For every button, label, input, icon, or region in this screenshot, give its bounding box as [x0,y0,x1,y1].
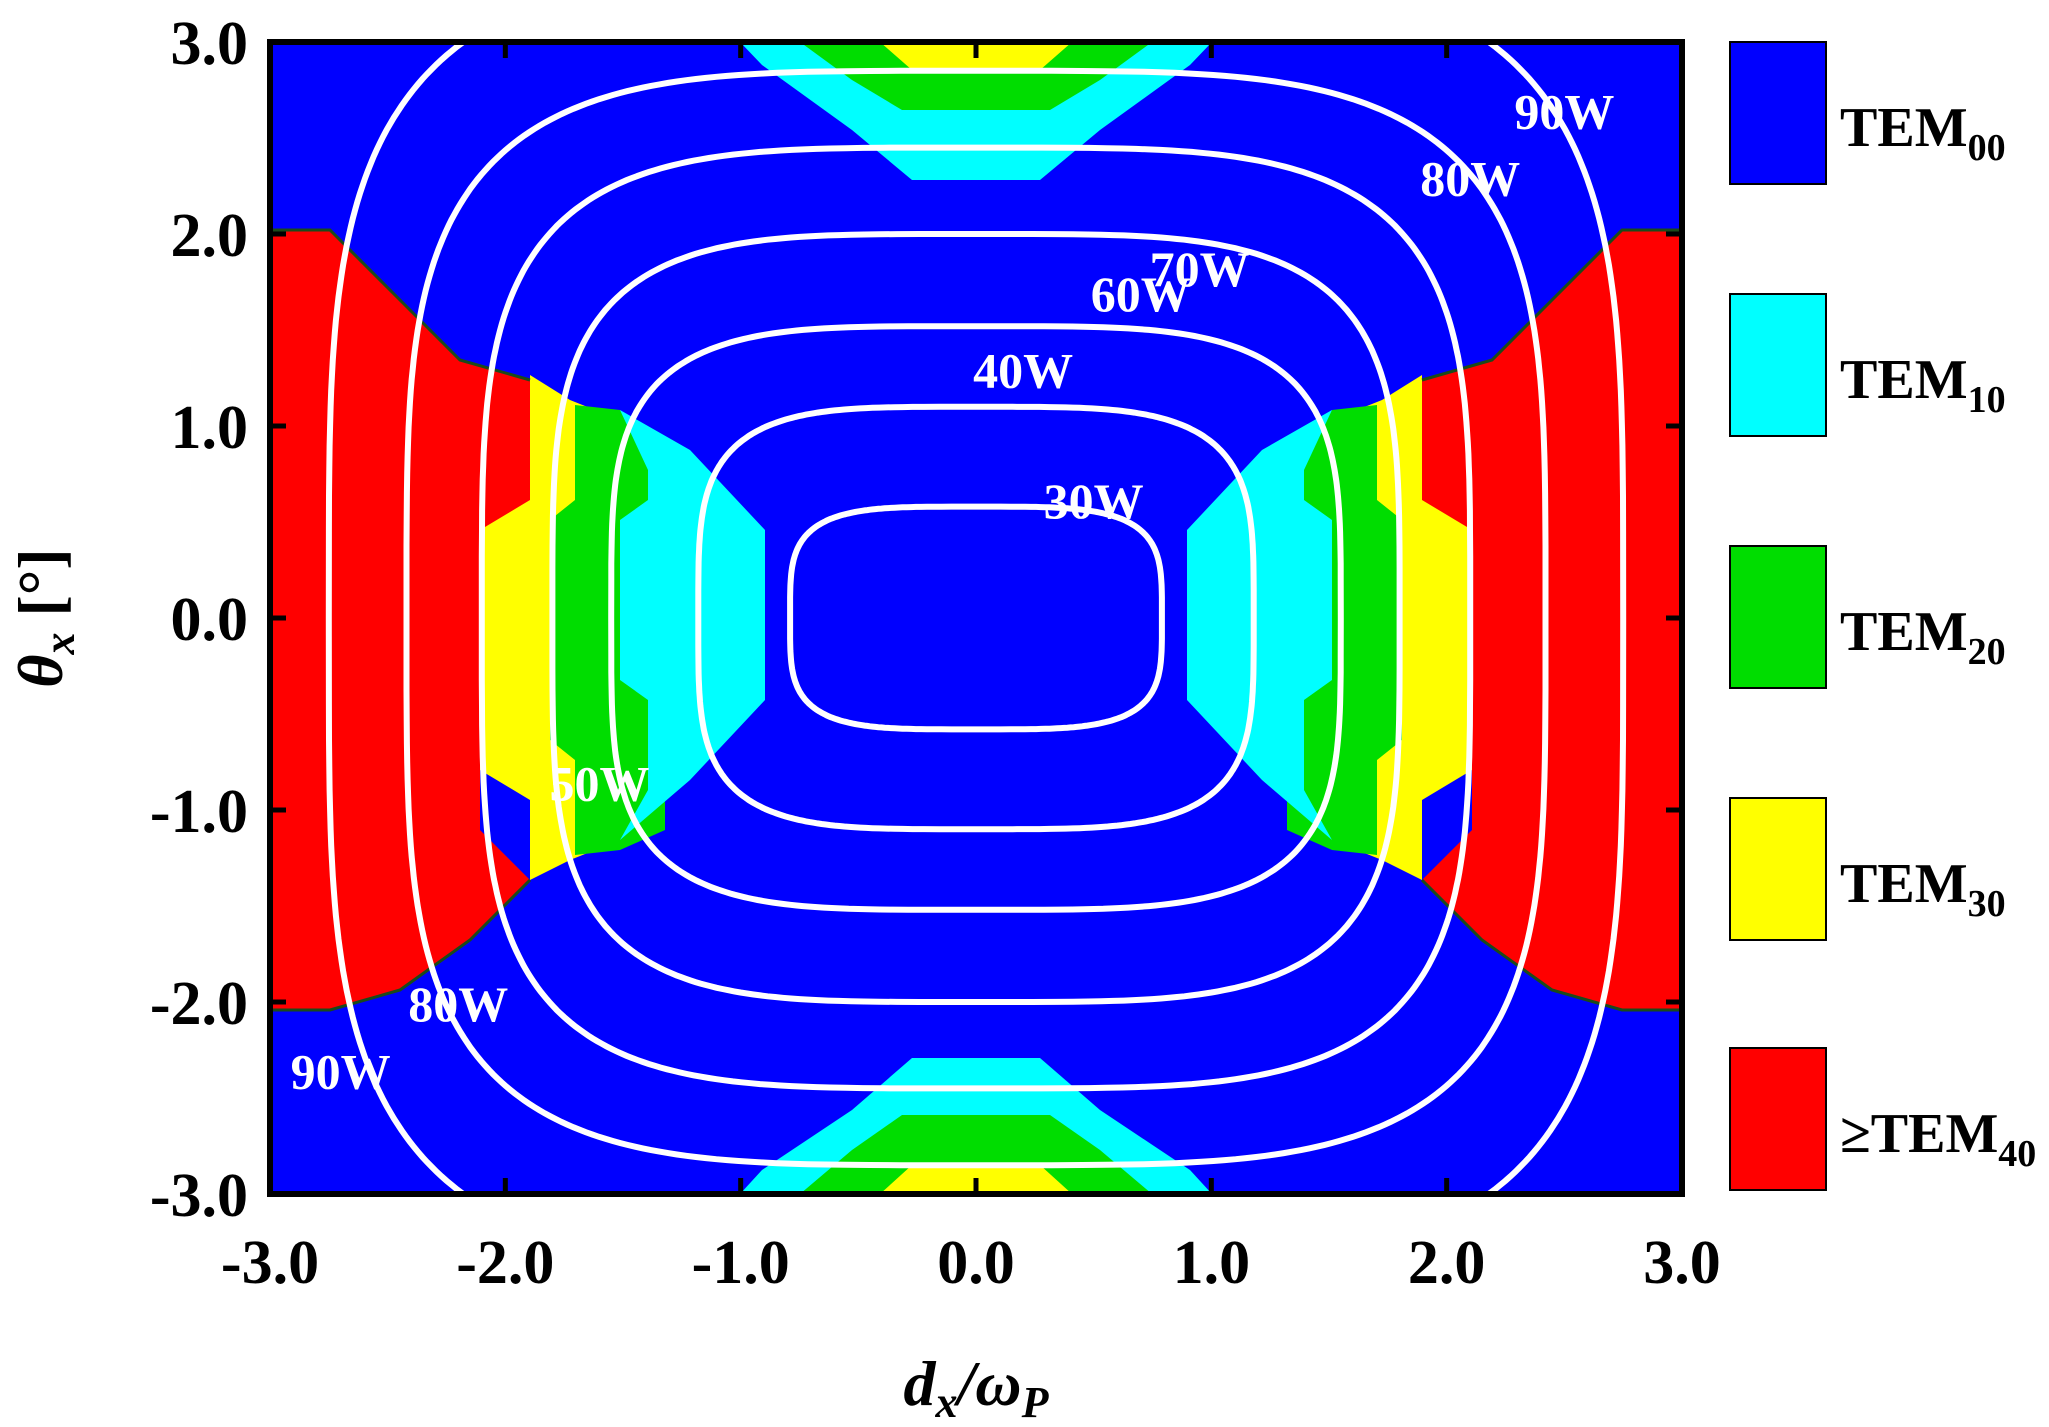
y-axis: 3.0 2.0 1.0 0.0 -1.0 -2.0 -3.0 [150,10,1682,1230]
contour-label-30W: 30W [1044,473,1144,529]
x-axis-label-main: d [904,1348,937,1419]
x-axis: -3.0 -2.0 -1.0 0.0 1.0 2.0 3.0 [221,42,1721,1297]
x-tick-label: 3.0 [1643,1229,1721,1297]
legend-label-≥TEM40: ≥TEM40 [1840,1103,2036,1175]
contour-label-70W: 70W [1150,241,1250,297]
y-axis-label: θx [°] [5,548,84,687]
x-tick-label: 0.0 [937,1229,1015,1297]
y-tick-label: -2.0 [150,970,248,1038]
y-tick-label: 1.0 [171,394,249,462]
y-axis-label-unit: [°] [5,548,76,632]
contour-line-70W [478,144,1474,1092]
legend-label-TEM10: TEM10 [1840,349,2006,421]
legend-label-TEM20: TEM20 [1840,601,2006,673]
contour-label-60W: 60W [1091,266,1191,322]
region-tem20-bottom [800,1115,1152,1194]
contour-line-40W [695,403,1257,833]
contour-line-90W [325,42,1627,1194]
contour-label-80W: 80W [1420,151,1520,207]
contour-lines [325,42,1627,1194]
y-tick-label: 0.0 [171,586,249,654]
y-axis-label-main: θ [5,655,76,688]
region-tem10-right [1187,410,1332,840]
legend-swatch-≥TEM40 [1729,1047,1827,1191]
legend: TEM00 TEM10 TEM20 TEM30 ≥TEM40 [1729,41,2036,1191]
region-tem40-left [270,230,530,1010]
x-axis-label: dx/ωP [904,1348,1050,1427]
legend-swatch-TEM00 [1729,41,1827,185]
contour-label-90W: 90W [291,1043,391,1099]
y-tick-label: 3.0 [171,10,249,78]
contour-line-60W [549,231,1403,1005]
x-tick-label: 2.0 [1408,1229,1486,1297]
x-axis-label-slash: /ω [954,1348,1022,1419]
y-tick-label: -3.0 [150,1162,248,1230]
contour-label-80W: 80W [408,976,508,1032]
x-axis-label-subscript-2: P [1021,1378,1050,1427]
y-tick-label: -1.0 [150,778,248,846]
contour-label-90W: 90W [1514,83,1614,139]
contour-line-30W [787,503,1165,733]
region-tem10-left [620,410,765,840]
y-tick-label: 2.0 [171,202,249,270]
legend-swatch-TEM10 [1729,293,1827,437]
legend-swatch-TEM30 [1729,797,1827,941]
region-tem40-right [1422,230,1682,1010]
x-tick-label: -1.0 [692,1229,790,1297]
x-axis-label-subscript: x [935,1378,958,1427]
region-boundaries [270,228,1682,1012]
contour-line-50W [608,323,1344,913]
contour-line-80W [403,67,1549,1169]
legend-swatch-TEM20 [1729,545,1827,689]
contour-label-40W: 40W [973,343,1073,399]
contour-label-50W: 50W [549,755,649,811]
legend-label-TEM00: TEM00 [1840,97,2006,169]
legend-label-TEM30: TEM30 [1840,853,2006,925]
y-axis-label-subscript: x [35,633,84,656]
x-tick-label: -2.0 [456,1229,554,1297]
x-tick-label: 1.0 [1173,1229,1251,1297]
region-tem20-top [800,42,1152,110]
x-tick-label: -3.0 [221,1229,319,1297]
